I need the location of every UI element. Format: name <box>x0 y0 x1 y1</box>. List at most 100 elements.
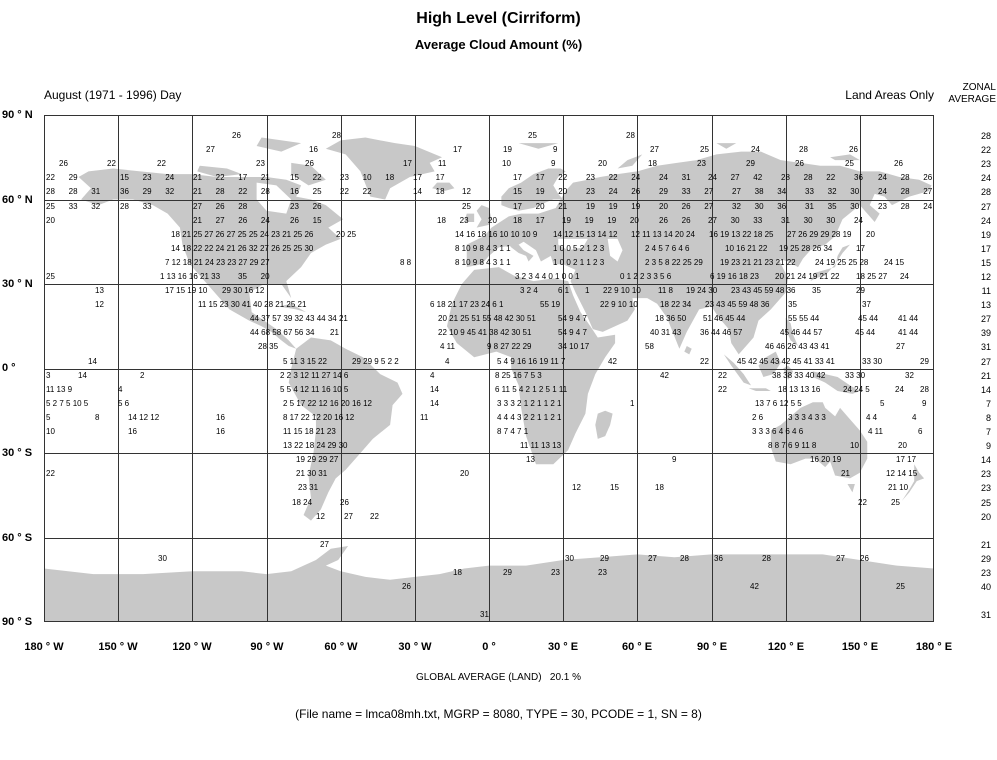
continent-shape <box>518 143 559 149</box>
cloud-amount-values: 28 <box>799 145 808 154</box>
cloud-amount-values: 21 22 17 21 <box>193 173 270 182</box>
cloud-amount-values: 45 46 44 57 <box>780 328 823 337</box>
cloud-amount-values: 54 9 4 7 <box>558 314 587 323</box>
cloud-amount-values: 19 19 19 20 <box>562 216 639 225</box>
cloud-amount-values: 17 <box>856 244 865 253</box>
cloud-amount-values: 24 27 42 <box>708 173 763 182</box>
cloud-amount-values: 25 <box>528 131 537 140</box>
cloud-amount-values: 26 <box>340 498 349 507</box>
cloud-amount-values: 3 2 4 <box>520 286 538 295</box>
water-body-shape <box>256 182 292 214</box>
cloud-amount-values: 18 <box>648 159 657 168</box>
cloud-amount-values: 23 22 24 <box>586 173 641 182</box>
cloud-amount-values: 33 30 <box>862 357 883 366</box>
cloud-amount-values: 25 <box>896 582 905 591</box>
cloud-amount-values: 51 46 45 44 <box>703 314 746 323</box>
cloud-amount-values: 19 24 30 <box>686 286 718 295</box>
cloud-amount-values: 31 35 30 <box>805 202 860 211</box>
cloud-amount-values: 28 28 22 <box>781 173 836 182</box>
zonal-average-value: 8 <box>985 413 991 423</box>
cloud-amount-values: 3 <box>46 371 51 380</box>
cloud-amount-values: 18 <box>453 568 462 577</box>
cloud-amount-values: 32 30 36 <box>732 202 787 211</box>
continent-shape <box>508 244 534 262</box>
parallel-grid-line <box>44 621 934 622</box>
cloud-amount-values: 8 10 9 8 4 3 1 1 <box>455 258 511 267</box>
cloud-amount-values: 9 8 27 22 29 <box>487 342 532 351</box>
cloud-amount-values: 28 33 <box>120 202 152 211</box>
cloud-amount-values: 55 55 44 <box>788 314 820 323</box>
cloud-amount-values: 6 18 21 17 23 24 6 1 <box>430 300 504 309</box>
lon-axis-label: 60 ° W <box>324 641 358 653</box>
zonal-average-value: 24 <box>980 216 991 226</box>
zonal-average-value: 11 <box>981 286 991 296</box>
lat-axis-label: 90 ° S <box>2 616 33 628</box>
cloud-amount-values: 28 <box>762 554 771 563</box>
continent-shape <box>464 213 475 223</box>
lon-axis-label: 120 ° W <box>172 641 212 653</box>
cloud-amount-values: 15 22 <box>290 173 322 182</box>
cloud-amount-values: 3 3 3 4 3 3 <box>788 413 826 422</box>
cloud-amount-values: 24 19 25 25 28 <box>815 258 869 267</box>
cloud-amount-values: 9 <box>922 399 927 408</box>
zonal-average-value: 15 <box>980 258 991 268</box>
cloud-amount-values: 25 <box>700 145 709 154</box>
cloud-amount-values: 35 <box>788 300 797 309</box>
parallel-grid-line <box>44 115 934 116</box>
cloud-amount-values: 23 24 26 <box>586 187 641 196</box>
cloud-amount-values: 4 11 <box>440 342 455 351</box>
global-average-label: GLOBAL AVERAGE (LAND) 20.1 % <box>415 672 582 683</box>
lat-axis-label: 60 ° N <box>2 194 33 206</box>
cloud-amount-values: 12 <box>462 187 471 196</box>
zonal-average-value: 19 <box>980 230 991 240</box>
cloud-amount-values: 31 <box>480 610 489 619</box>
cloud-amount-values: 23 26 <box>290 202 322 211</box>
cloud-amount-values: 21 30 31 <box>296 469 328 478</box>
cloud-amount-values: 22 <box>370 512 379 521</box>
zonal-average-value: 22 <box>980 145 991 155</box>
cloud-amount-values: 29 <box>746 159 755 168</box>
cloud-amount-values: 21 10 <box>888 483 909 492</box>
world-map <box>44 115 934 622</box>
continent-shape <box>291 162 326 186</box>
cloud-amount-values: 31 30 30 <box>781 216 836 225</box>
cloud-amount-values: 27 <box>344 512 353 521</box>
cloud-amount-values: 26 <box>59 159 68 168</box>
lon-axis-label: 30 ° E <box>547 641 579 653</box>
cloud-amount-values: 22 10 9 45 41 38 42 30 51 <box>438 328 532 337</box>
cloud-amount-values: 36 44 46 57 <box>700 328 743 337</box>
continent-shape <box>716 143 737 149</box>
cloud-amount-values: 36 29 32 <box>120 187 175 196</box>
cloud-amount-values: 26 <box>894 159 903 168</box>
cloud-amount-values: 3 3 3 6 4 6 4 6 <box>752 427 804 436</box>
cloud-amount-values: 13 <box>526 455 535 464</box>
cloud-amount-values: 26 26 <box>659 216 691 225</box>
cloud-amount-values: 33 32 30 <box>805 187 860 196</box>
zonal-average-value: 7 <box>985 427 991 437</box>
cloud-amount-values: 24 <box>854 216 863 225</box>
cloud-amount-values: 30 <box>565 554 574 563</box>
cloud-amount-values: 1 0 0 5 2 1 2 3 <box>553 244 605 253</box>
zonal-average-value: 14 <box>980 385 991 395</box>
cloud-amount-values: 12 14 15 <box>886 469 918 478</box>
cloud-amount-values: 3 2 3 4 4 0 1 0 0 1 <box>515 272 580 281</box>
continent-shape <box>278 303 307 313</box>
continent-shape <box>78 168 344 349</box>
cloud-amount-values: 2 3 5 8 22 25 29 <box>645 258 703 267</box>
cloud-amount-values: 20 <box>598 159 607 168</box>
cloud-amount-values: 17 <box>403 159 412 168</box>
lat-axis-label: 0 ° <box>2 362 16 374</box>
cloud-amount-values: 34 10 17 <box>558 342 590 351</box>
period-label: August (1971 - 1996) Day <box>44 88 182 102</box>
lon-axis-label: 120 ° E <box>767 641 805 653</box>
cloud-amount-values: 27 <box>896 342 905 351</box>
cloud-amount-values: 2 <box>140 371 145 380</box>
cloud-amount-values: 15 <box>610 483 619 492</box>
cloud-amount-values: 4 <box>912 413 917 422</box>
cloud-amount-values: 16 <box>216 427 225 436</box>
cloud-amount-values: 8 7 4 7 1 <box>497 427 529 436</box>
cloud-amount-values: 15 19 20 <box>513 187 568 196</box>
continent-shape <box>812 371 860 394</box>
cloud-amount-values: 28 <box>920 385 929 394</box>
